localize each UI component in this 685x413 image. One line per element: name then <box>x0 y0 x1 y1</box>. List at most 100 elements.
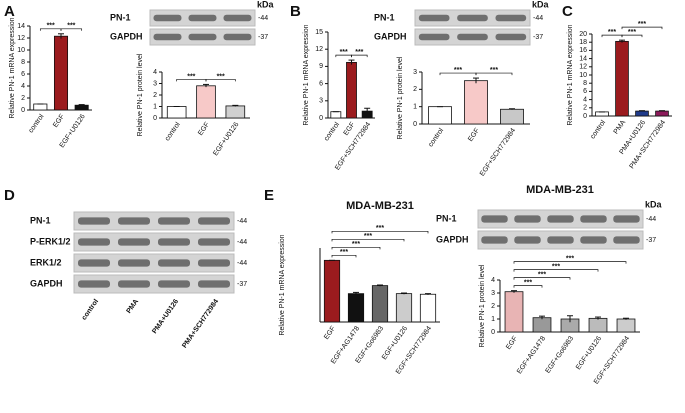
blot-row <box>73 232 235 252</box>
y-tick-label: 18 <box>579 39 587 46</box>
y-tick-label: 12 <box>579 64 587 71</box>
band-label: PN-1 <box>436 213 457 223</box>
blot-band <box>188 33 217 41</box>
y-tick-label: 1 <box>491 316 495 323</box>
blot-band <box>457 14 488 22</box>
x-tick-label: EGF+AG1478 <box>516 335 547 375</box>
blot-band <box>118 217 150 225</box>
kda-unit: kDa <box>532 0 550 9</box>
y-tick-label: 8 <box>21 59 25 66</box>
y-tick-label: 10 <box>579 72 587 79</box>
bar <box>225 105 246 119</box>
significance-bracket <box>331 246 381 250</box>
x-tick-label: EGF <box>343 121 357 137</box>
y-axis-label: Relative PN-1 mRNA expression <box>279 234 286 335</box>
bar <box>371 285 389 323</box>
x-tick-label: EGF+U0126 <box>575 335 603 371</box>
blot-band <box>613 236 640 244</box>
blot-band <box>580 236 607 244</box>
significance-bracket <box>513 261 627 264</box>
blot-band <box>153 14 182 22</box>
blot-band <box>514 236 541 244</box>
blot-band <box>198 238 230 246</box>
y-tick-label: 2 <box>491 303 495 310</box>
y-axis-label: Relative PN-1 mRNA expression <box>303 24 310 125</box>
y-axis-label: Relative PN-1 protein level <box>479 264 486 347</box>
blot-band <box>481 236 508 244</box>
x-tick-label: EGF+SCH772984 <box>479 127 517 177</box>
lane-label: PMA <box>125 298 140 315</box>
significance-bracket <box>60 28 83 31</box>
blot-band <box>198 217 230 225</box>
y-tick-label: 20 <box>579 31 587 38</box>
y-tick-label: 1 <box>153 103 157 110</box>
blot-band <box>78 259 110 267</box>
significance-bracket <box>621 26 663 30</box>
significance-label: *** <box>454 67 462 74</box>
x-tick-label: PMA+SCH772984 <box>628 119 667 170</box>
y-tick-label: 14 <box>17 23 25 30</box>
blot-band <box>118 280 150 288</box>
x-tick-label: EGF <box>323 325 337 341</box>
bar <box>532 317 552 333</box>
bar <box>615 40 629 117</box>
x-tick-label: EGF <box>52 113 66 129</box>
blot-band <box>118 238 150 246</box>
kda-label: -44 <box>258 15 268 22</box>
blot-band <box>78 238 110 246</box>
y-tick-label: 14 <box>579 55 587 62</box>
blot-band <box>495 33 527 41</box>
blot-band <box>580 215 607 223</box>
significance-bracket <box>351 54 368 58</box>
significance-bracket <box>331 254 357 258</box>
blot-band <box>158 259 190 267</box>
y-tick-label: 10 <box>17 47 25 54</box>
blot-row <box>73 274 235 294</box>
blot-band <box>223 14 252 22</box>
y-axis-label: Relative PN-1 protein level <box>397 56 404 139</box>
lane-label: control <box>81 298 100 321</box>
bar <box>323 259 341 323</box>
blot-band <box>481 215 508 223</box>
y-tick-label: 4 <box>21 83 25 90</box>
significance-label: *** <box>340 249 348 256</box>
significance-label: *** <box>566 256 574 263</box>
significance-label: *** <box>608 29 616 36</box>
band-label: GAPDH <box>374 31 407 41</box>
blot-band <box>78 280 110 288</box>
bar <box>347 293 365 323</box>
lane-label: PMA+SCH772984 <box>181 298 220 349</box>
bar <box>395 293 413 323</box>
significance-label: *** <box>217 73 225 80</box>
x-tick-label: EGF <box>505 335 519 351</box>
bar <box>588 317 608 333</box>
significance-label: *** <box>67 23 75 30</box>
significance-bracket <box>513 269 599 272</box>
significance-bracket <box>513 277 571 280</box>
kda-label: -37 <box>646 237 656 244</box>
blot-band <box>118 259 150 267</box>
significance-label: *** <box>355 49 363 56</box>
y-axis-label: Relative PN-1 protein level <box>137 53 144 136</box>
panel-letter: C <box>562 3 573 20</box>
kda-label: -44 <box>237 218 247 225</box>
y-tick-label: 2 <box>583 105 587 112</box>
blot-row <box>73 253 235 273</box>
y-tick-label: 12 <box>17 35 25 42</box>
significance-bracket <box>205 79 236 82</box>
blot-band <box>547 215 574 223</box>
blot-band <box>158 217 190 225</box>
bar <box>346 61 357 119</box>
y-tick-label: 4 <box>491 277 495 284</box>
bar <box>74 104 89 111</box>
blot-band <box>158 238 190 246</box>
bar <box>33 103 48 111</box>
chart-title: MDA-MB-231 <box>346 200 414 212</box>
band-label: GAPDH <box>110 31 143 41</box>
x-tick-label: EGF+U0126 <box>212 121 240 157</box>
y-tick-label: 0 <box>413 121 417 128</box>
y-tick-label: 0 <box>319 115 323 122</box>
bar <box>330 111 342 119</box>
y-tick-label: 6 <box>583 88 587 95</box>
x-tick-label: PMA <box>613 119 628 136</box>
